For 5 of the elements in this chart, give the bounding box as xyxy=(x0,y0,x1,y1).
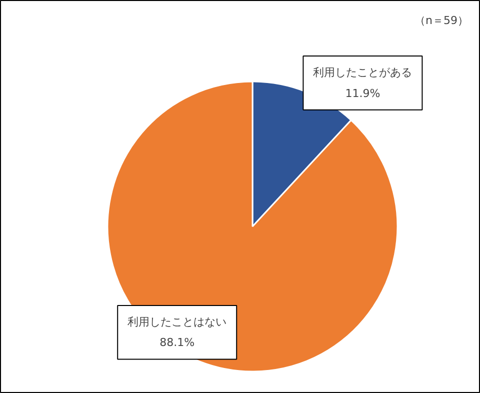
text: （n＝59） xyxy=(414,14,468,27)
data-label: 88.1% xyxy=(160,336,195,350)
slice-label: 利用したことがある xyxy=(313,66,412,80)
data-label: 11.9% xyxy=(345,86,380,100)
slice-label: 利用したことはない xyxy=(128,315,227,328)
